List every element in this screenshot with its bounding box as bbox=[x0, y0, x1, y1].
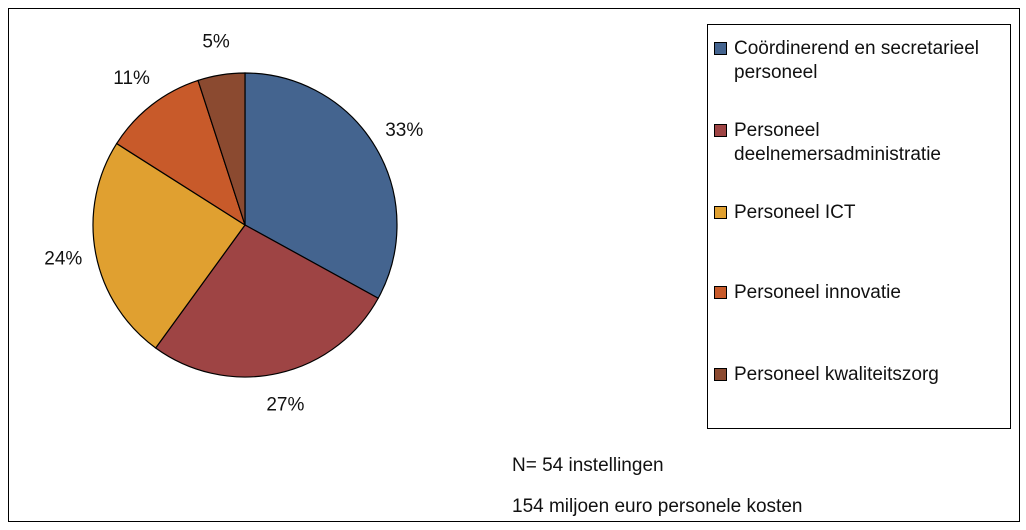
legend-swatch bbox=[714, 286, 727, 299]
data-label: 24% bbox=[44, 249, 82, 270]
legend-swatch bbox=[714, 206, 727, 219]
legend-item: Coördinerend en secretarieel personeel bbox=[714, 37, 999, 85]
data-label: 11% bbox=[113, 68, 150, 89]
pie-slice bbox=[115, 79, 247, 227]
legend-item: Personeel innovatie bbox=[714, 281, 999, 305]
pie-slice bbox=[244, 72, 398, 300]
legend-label: Coördinerend en secretarieel personeel bbox=[734, 38, 980, 83]
legend-label: Personeel deelnemersadministratie bbox=[734, 120, 941, 165]
legend-label: Personeel kwaliteitszorg bbox=[734, 364, 939, 385]
legend-item: Personeel deelnemersadministratie bbox=[714, 119, 999, 167]
frame bbox=[8, 8, 1020, 522]
data-label: 5% bbox=[202, 31, 230, 52]
data-label: 27% bbox=[266, 395, 304, 416]
annotation: 154 miljoen euro personele kosten bbox=[512, 496, 803, 517]
legend-swatch bbox=[714, 368, 727, 381]
pie-slice bbox=[92, 142, 246, 349]
annotation: N= 54 instellingen bbox=[512, 455, 664, 476]
pie-slice bbox=[197, 72, 246, 226]
legend-item: Personeel ICT bbox=[714, 201, 999, 225]
legend: Coördinerend en secretarieel personeel Pe… bbox=[707, 24, 1011, 429]
pie-slice bbox=[154, 224, 380, 378]
data-label: 33% bbox=[385, 120, 423, 141]
legend-label: Personeel innovatie bbox=[734, 282, 901, 303]
legend-swatch bbox=[714, 42, 727, 55]
legend-item: Personeel kwaliteitszorg bbox=[714, 363, 999, 387]
legend-label: Personeel ICT bbox=[734, 202, 856, 223]
legend-swatch bbox=[714, 124, 727, 137]
